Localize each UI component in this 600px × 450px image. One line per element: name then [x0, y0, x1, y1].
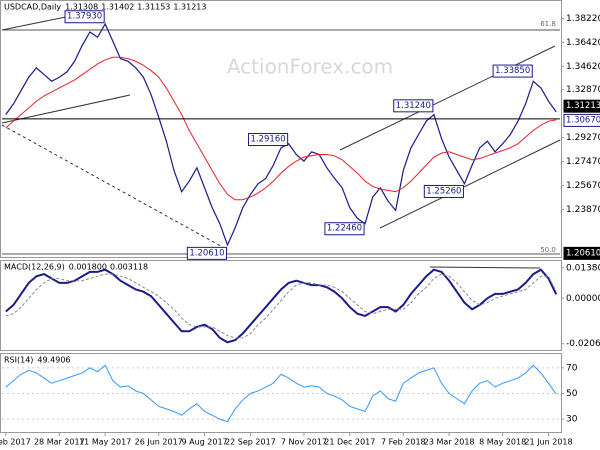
y-tick-label: 1.25670 — [566, 181, 600, 191]
header-value: 1.31153 — [137, 3, 170, 12]
x-tick-label: 9 Aug 2017 — [181, 438, 227, 447]
y-tick-label: 1.32870 — [566, 85, 600, 95]
label-box — [492, 64, 533, 78]
y-tick-label: 50 — [566, 389, 578, 399]
y-tick-label: 1.27470 — [566, 157, 600, 167]
label-box — [563, 99, 600, 113]
x-tick-label: 7 Feb 2018 — [381, 438, 426, 447]
y-tick-label: 70 — [566, 363, 578, 373]
channel-line — [339, 45, 556, 151]
x-tick-label: 7 Nov 2017 — [281, 438, 327, 447]
label-text: 1.20610 — [566, 248, 600, 258]
y-tick-label: 1.36420 — [566, 38, 600, 48]
x-tick-label: 28 Mar 2017 — [34, 438, 85, 447]
label-text: 1.37930 — [67, 12, 102, 22]
fib-label: 50.0 — [540, 246, 556, 254]
label-text: 1.22460 — [327, 224, 362, 234]
x-tick-label: 21 Jun 2018 — [524, 438, 572, 447]
header-value: 49.4906 — [37, 356, 70, 365]
header-value: 1.31213 — [173, 3, 206, 12]
panel-title: RSI(14) — [4, 356, 33, 365]
trend-line — [1, 124, 229, 251]
header-value: 0.003118 — [110, 263, 148, 272]
label-box — [563, 113, 600, 127]
x-tick-label: 21 Dec 2017 — [324, 438, 375, 447]
label-box — [186, 246, 227, 260]
series-line — [5, 56, 557, 201]
x-tick-label: 10 Feb 2017 — [0, 438, 31, 447]
label-box — [423, 184, 464, 198]
label-text: 1.25260 — [426, 186, 461, 196]
y-tick-label: 1.29270 — [566, 133, 600, 143]
y-tick-label: 0.000000 — [566, 294, 600, 304]
y-tick-label: 1.23870 — [566, 205, 600, 215]
watermark: ActionForex.com — [227, 55, 393, 79]
x-tick-label: 8 May 2018 — [479, 438, 526, 447]
y-tick-label: 1.38220 — [566, 14, 600, 24]
y-tick-label: -0.020648 — [566, 339, 600, 349]
x-tick-label: 23 Mar 2018 — [424, 438, 475, 447]
y-tick-label: 0.013802 — [566, 263, 600, 273]
series-line — [5, 364, 557, 423]
label-box — [247, 133, 289, 147]
label-box — [64, 10, 105, 24]
label-text: 1.20610 — [189, 248, 224, 258]
price-panel — [0, 0, 562, 258]
panel-title: MACD(12,26,9) — [4, 263, 65, 272]
fib-label: 61.8 — [540, 20, 556, 28]
x-tick-label: 11 May 2017 — [79, 438, 131, 447]
label-text: 1.30670 — [566, 115, 600, 125]
panel-title: USDCAD,Daily — [4, 3, 61, 12]
header-value: 0.001800 — [69, 263, 107, 272]
label-box — [563, 246, 600, 260]
y-tick-label: 30 — [566, 415, 578, 425]
x-tick-label: 26 Jun 2017 — [135, 438, 183, 447]
label-text: 1.31240 — [396, 101, 431, 111]
header-value: 1.31402 — [101, 3, 134, 12]
trend-line — [1, 94, 131, 124]
label-box — [393, 99, 434, 113]
label-text: 1.31213 — [566, 101, 600, 111]
label-box — [324, 222, 365, 236]
series-line — [5, 273, 557, 339]
header-value: 1.31308 — [65, 3, 98, 12]
label-text: 1.33850 — [495, 66, 530, 76]
y-tick-label: 1.34620 — [566, 62, 600, 72]
label-text: 1.29160 — [250, 135, 285, 145]
macd-trend-line — [429, 266, 541, 269]
x-tick-label: 22 Sep 2017 — [225, 438, 276, 447]
channel-line — [379, 139, 561, 229]
series-line — [5, 22, 557, 247]
series-line — [5, 268, 558, 344]
